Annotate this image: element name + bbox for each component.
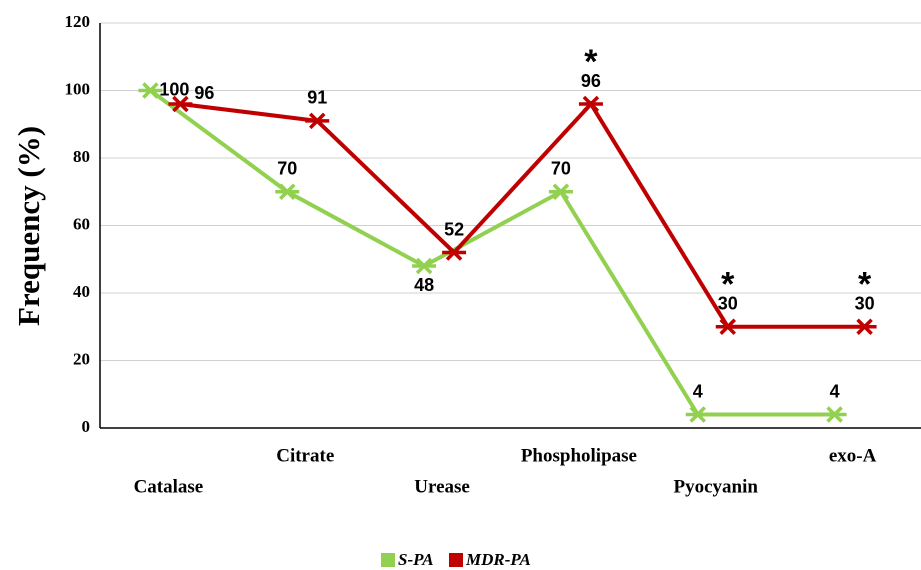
data-label: 70 (551, 159, 571, 179)
point-marker (138, 82, 163, 99)
point-marker (578, 95, 603, 113)
y-tick-label: 60 (73, 214, 90, 233)
x-tick-label: Catalase (134, 476, 204, 497)
data-label: 100 (159, 79, 189, 99)
y-tick-label: 0 (82, 417, 91, 436)
x-tick-label: Urease (414, 476, 470, 497)
y-tick-label: 20 (73, 349, 90, 368)
annotation: * (584, 43, 598, 81)
data-label: 4 (830, 381, 840, 401)
legend-swatch (381, 553, 395, 567)
x-tick-label: exo-A (829, 445, 877, 466)
x-tick-label: Pyocyanin (674, 476, 759, 497)
data-label: 91 (307, 88, 327, 108)
data-label: 48 (414, 275, 434, 295)
annotation: * (721, 266, 735, 304)
legend-swatch (449, 553, 463, 567)
series-line (149, 88, 835, 417)
y-tick-label: 120 (65, 12, 91, 31)
data-label: 4 (693, 381, 703, 401)
data-label: 96 (194, 83, 214, 103)
y-tick-label: 100 (65, 79, 91, 98)
y-tick-label: 40 (73, 282, 90, 301)
x-tick-label: Citrate (276, 445, 334, 466)
y-axis-label: Frequency (%) (11, 126, 46, 326)
data-label: 30 (718, 294, 738, 314)
point-marker (715, 318, 740, 335)
point-marker (822, 406, 847, 423)
point-marker (305, 112, 330, 130)
point-marker (275, 183, 300, 200)
annotation: * (858, 266, 872, 304)
legend-label: MDR-PA (465, 550, 531, 569)
data-label: 96 (581, 71, 601, 91)
point-marker (168, 95, 193, 113)
data-label: 30 (855, 294, 875, 314)
point-marker (412, 257, 437, 275)
point-marker (685, 406, 710, 423)
point-marker (852, 318, 877, 335)
legend-label: S-PA (398, 550, 434, 569)
y-tick-label: 80 (73, 147, 90, 166)
point-marker (548, 183, 573, 200)
data-label: 52 (444, 219, 464, 239)
series-line (180, 100, 865, 329)
data-label: 70 (277, 159, 297, 179)
point-marker (442, 244, 467, 261)
x-tick-label: Phospholipase (521, 445, 637, 466)
